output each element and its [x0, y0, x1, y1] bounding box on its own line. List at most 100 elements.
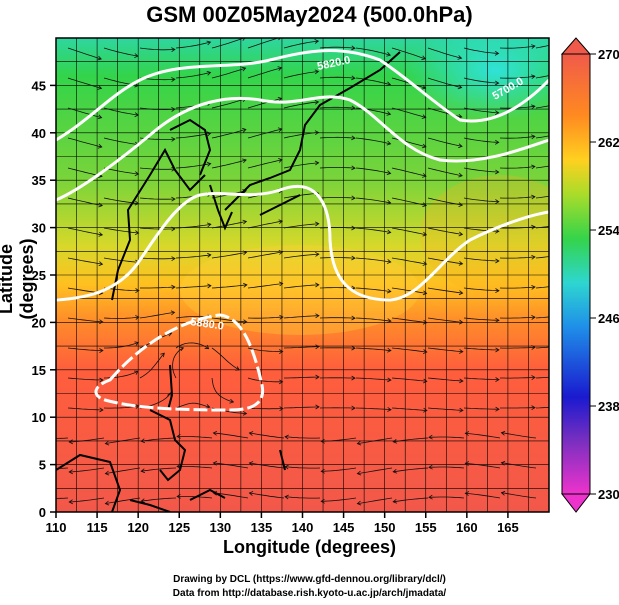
streamline: [391, 167, 427, 177]
streamline-arrow: [179, 346, 185, 352]
streamline-arrow: [171, 284, 176, 290]
streamline: [500, 377, 536, 379]
streamline-arrow: [422, 290, 428, 296]
grid-lines: [56, 38, 549, 512]
streamline: [357, 437, 393, 444]
streamline: [355, 137, 391, 145]
streamline-arrow: [495, 169, 500, 175]
streamline-arrow: [351, 405, 356, 411]
streamline-arrow: [387, 318, 392, 324]
streamline: [355, 257, 391, 263]
streamline-arrow: [207, 283, 212, 289]
streamline: [355, 317, 391, 322]
streamline-arrow: [422, 261, 428, 266]
streamline-arrow: [495, 139, 500, 145]
streamline-arrow: [422, 173, 427, 178]
streamline: [139, 47, 175, 51]
streamline-arrow: [229, 398, 235, 404]
streamline-arrow: [494, 110, 500, 116]
streamline-arrow: [495, 288, 500, 293]
streamline-arrow: [207, 252, 212, 258]
streamline-arrow: [278, 281, 284, 287]
y-tick-label: 25: [32, 268, 46, 283]
streamline: [355, 197, 391, 204]
streamline-arrow: [458, 231, 464, 237]
streamline-arrow: [284, 434, 289, 440]
streamline-arrow: [277, 66, 283, 71]
streamline-arrow: [531, 375, 536, 381]
streamline-arrow: [278, 250, 284, 255]
streamline: [105, 497, 141, 504]
streamline: [499, 166, 535, 169]
streamline: [391, 257, 427, 265]
streamline-arrow: [242, 219, 248, 225]
streamline: [501, 462, 537, 469]
streamline-arrow: [68, 499, 73, 505]
x-tick-label: 120: [127, 520, 149, 535]
streamline-arrow: [134, 82, 139, 88]
streamline: [499, 346, 536, 349]
streamline-arrow: [392, 498, 398, 504]
streamline: [535, 226, 549, 229]
streamline-arrow: [33, 436, 37, 440]
streamline: [103, 370, 139, 379]
streamline-arrow: [99, 319, 104, 325]
streamline-arrow: [314, 130, 320, 136]
streamline: [283, 284, 319, 289]
streamline-arrow: [459, 407, 464, 413]
streamline-arrow: [422, 319, 428, 325]
streamline: [139, 352, 165, 379]
streamline: [465, 432, 501, 439]
streamline: [427, 227, 463, 235]
streamline: [247, 159, 283, 169]
streamline-arrow: [212, 430, 218, 436]
streamline: [103, 107, 139, 116]
streamline: [247, 38, 280, 49]
streamline-arrow: [242, 38, 246, 41]
streamline-arrow: [386, 288, 392, 294]
streamline: [501, 492, 537, 499]
streamline: [535, 256, 549, 259]
streamline: [211, 221, 247, 229]
streamline: [319, 46, 355, 49]
streamline: [499, 75, 535, 79]
streamline-arrow: [356, 500, 362, 506]
streamline: [104, 342, 139, 349]
streamline-arrow: [235, 366, 240, 371]
streamline: [175, 285, 211, 289]
streamline: [463, 317, 499, 321]
streamline: [211, 67, 246, 79]
streamline: [139, 227, 176, 230]
streamline-arrow: [212, 460, 218, 466]
streamline-arrow: [320, 498, 325, 504]
streamline: [535, 105, 549, 109]
streamline: [103, 316, 139, 319]
streamline-arrow: [134, 404, 140, 409]
streamline-arrow: [98, 231, 104, 237]
streamline-arrow: [206, 70, 212, 76]
streamline-arrow: [531, 74, 536, 80]
streamline-arrow: [97, 143, 103, 149]
streamline-arrow: [315, 221, 320, 227]
streamline-arrow: [320, 468, 325, 474]
contour-label: 5880.0: [190, 316, 225, 333]
streamline: [69, 437, 105, 443]
streamline-arrow: [458, 290, 464, 296]
streamline-arrow: [140, 498, 146, 504]
streamline-arrow: [351, 75, 356, 81]
streamline-arrow: [242, 250, 248, 256]
colorbar: 230 238 246 254 262 270: [560, 37, 619, 513]
streamline: [319, 76, 355, 79]
streamline-arrow: [459, 349, 464, 354]
streamline: [211, 377, 234, 403]
streamline: [535, 75, 549, 79]
streamline-arrow: [248, 491, 254, 496]
streamline-arrow: [242, 189, 247, 194]
streamline-arrow: [171, 136, 176, 142]
streamline: [211, 347, 240, 371]
streamline-arrow: [566, 39, 570, 43]
streamline-arrow: [387, 407, 392, 412]
streamline: [391, 227, 427, 236]
streamline-arrow: [99, 348, 104, 353]
streamline: [319, 136, 356, 139]
